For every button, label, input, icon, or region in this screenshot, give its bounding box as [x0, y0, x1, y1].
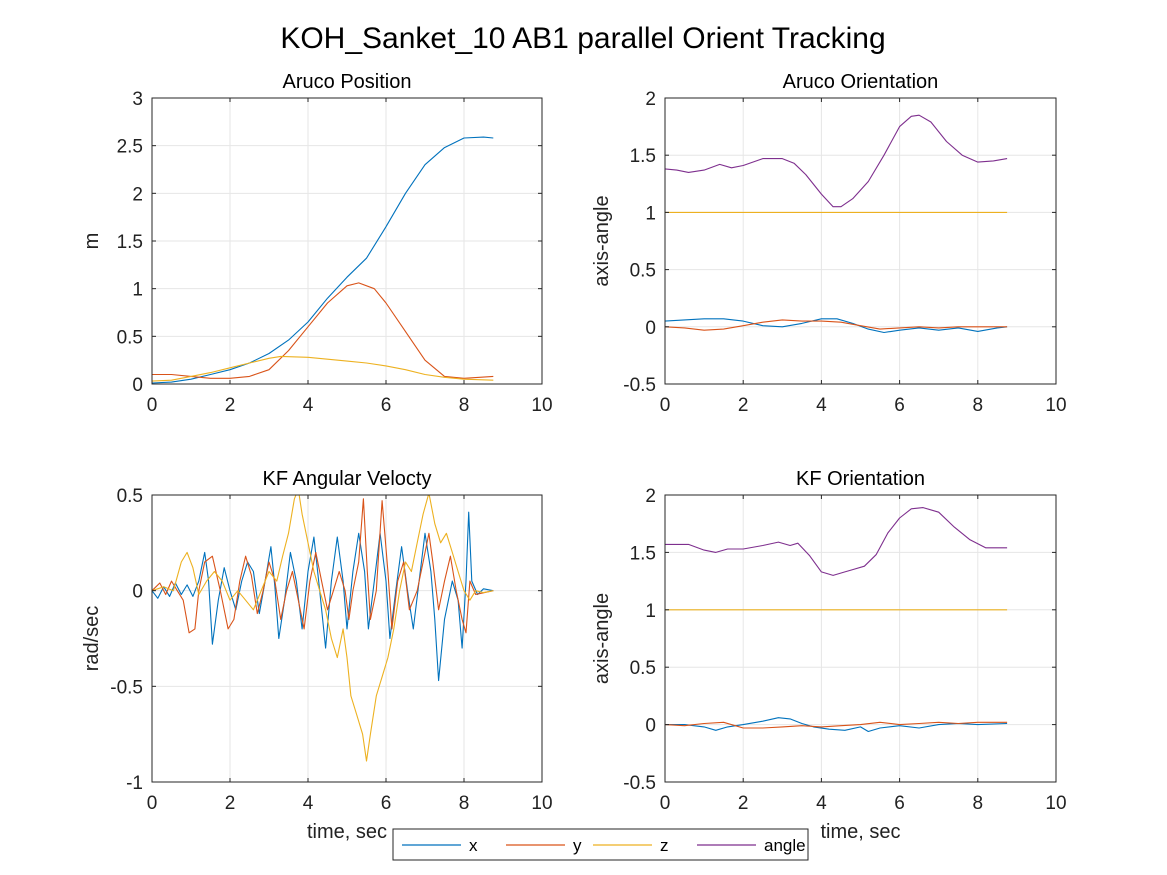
y-tick-label: 1.5 — [630, 146, 656, 167]
x-tick-label: 6 — [894, 395, 905, 416]
series-line-angle — [665, 114, 1008, 208]
x-tick-label: 2 — [738, 793, 749, 814]
subplot-title: Aruco Orientation — [783, 71, 939, 93]
plot-area — [665, 495, 1056, 782]
y-tick-label: 0 — [645, 318, 656, 339]
x-tick-label: 6 — [894, 793, 905, 814]
series-line-y — [152, 282, 494, 379]
x-tick-label: 0 — [147, 793, 158, 814]
x-tick-label: 0 — [660, 793, 671, 814]
y-tick-label: 2.5 — [117, 137, 143, 158]
plot-area — [665, 98, 1056, 384]
y-tick-label: 0.5 — [630, 658, 656, 679]
y-axis-label: m — [81, 233, 103, 250]
y-tick-label: 1 — [132, 280, 143, 301]
y-tick-label: 1 — [645, 203, 656, 224]
x-tick-label: 10 — [531, 793, 552, 814]
series-line-angle — [665, 507, 1008, 576]
series-line-y — [665, 319, 1008, 331]
plot-area — [152, 495, 542, 782]
series-line-y — [665, 721, 1008, 729]
axes-box — [151, 494, 543, 783]
series-line-x — [665, 318, 1008, 334]
x-tick-label: 4 — [303, 395, 314, 416]
x-tick-label: 4 — [816, 793, 827, 814]
y-tick-label: 1.5 — [117, 232, 143, 253]
x-tick-label: 8 — [459, 793, 470, 814]
y-tick-label: 0.5 — [117, 327, 143, 348]
y-tick-label: -1 — [126, 773, 143, 794]
x-tick-label: 8 — [459, 395, 470, 416]
x-tick-label: 10 — [531, 395, 552, 416]
y-tick-label: 0 — [645, 716, 656, 737]
y-tick-label: 2 — [132, 184, 143, 205]
y-tick-label: 0 — [132, 582, 143, 603]
y-tick-label: 3 — [132, 89, 143, 110]
x-tick-label: 6 — [381, 793, 392, 814]
legend: x y z angle — [392, 828, 809, 861]
y-tick-label: 0.5 — [630, 261, 656, 282]
x-tick-label: 8 — [973, 793, 984, 814]
x-tick-label: 6 — [381, 395, 392, 416]
x-tick-label: 8 — [973, 395, 984, 416]
y-axis-label: axis-angle — [591, 593, 613, 684]
y-tick-label: 0.5 — [117, 486, 143, 507]
subplot-1: 0 2 4 6 8 10 0 0.5 1 1.5 2 2.5 3 Aruco Position m — [81, 71, 553, 416]
x-tick-label: 10 — [1045, 395, 1066, 416]
x-tick-label: 2 — [225, 793, 236, 814]
x-tick-label: 10 — [1045, 793, 1066, 814]
x-tick-label: 4 — [303, 793, 314, 814]
series-line-x — [665, 717, 1008, 733]
series-line-x — [152, 136, 494, 384]
y-tick-label: -0.5 — [623, 375, 656, 396]
figure-title: KOH_Sanket_10 AB1 parallel Orient Tracki… — [280, 22, 885, 55]
legend-label-y: y — [573, 836, 582, 855]
x-axis-label: time, sec — [307, 821, 387, 843]
y-tick-label: 1 — [645, 601, 656, 622]
x-tick-label: 2 — [225, 395, 236, 416]
series-line-x — [152, 511, 494, 682]
series-line-y — [152, 498, 494, 634]
y-axis-label: axis-angle — [591, 195, 613, 286]
y-tick-label: -0.5 — [110, 677, 143, 698]
x-tick-label: 4 — [816, 395, 827, 416]
y-tick-label: -0.5 — [623, 773, 656, 794]
subplot-3: 0 2 4 6 8 10 -1 -0.5 0 0.5 KF Angular Velocty rad/s… — [81, 468, 553, 843]
subplot-title: Aruco Position — [283, 71, 412, 93]
x-tick-label: 0 — [660, 395, 671, 416]
x-axis-label: time, sec — [820, 821, 900, 843]
subplot-title: KF Orientation — [796, 468, 925, 490]
x-tick-label: 0 — [147, 395, 158, 416]
series-line-z — [152, 495, 494, 762]
y-axis-label: rad/sec — [81, 606, 103, 672]
subplot-title: KF Angular Velocty — [263, 468, 432, 490]
y-tick-label: 2 — [645, 89, 656, 110]
x-tick-label: 2 — [738, 395, 749, 416]
axes-box — [664, 97, 1057, 385]
legend-label-z: z — [660, 836, 669, 855]
legend-label-angle: angle — [764, 836, 806, 855]
series-line-z — [152, 355, 494, 382]
y-tick-label: 2 — [645, 486, 656, 507]
legend-label-x: x — [469, 836, 478, 855]
y-tick-label: 1.5 — [630, 543, 656, 564]
axes-box — [664, 494, 1057, 783]
y-tick-label: 0 — [132, 375, 143, 396]
